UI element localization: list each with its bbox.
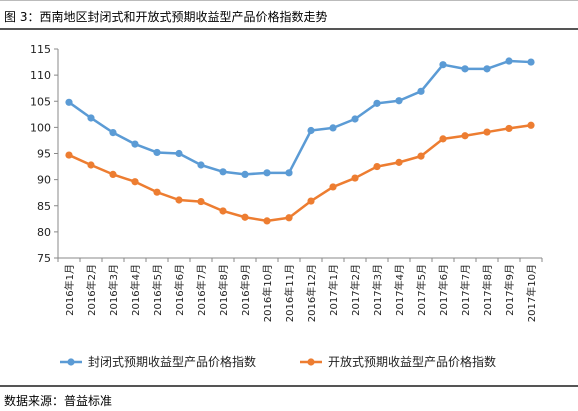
y-tick-label: 75 xyxy=(37,252,51,265)
series-1-point xyxy=(197,161,205,169)
series-1-point xyxy=(65,98,73,106)
series-2-point xyxy=(87,161,95,169)
series-2-point xyxy=(263,217,271,225)
series-2-point xyxy=(527,121,535,129)
series-2-point xyxy=(65,151,73,159)
series-2-point xyxy=(307,197,315,205)
y-tick-label: 115 xyxy=(30,43,51,56)
title-bar: 图 3：西南地区封闭式和开放式预期收益型产品价格指数走势 xyxy=(0,0,578,30)
series-2-point xyxy=(131,178,139,186)
x-tick-label: 2016年4月 xyxy=(129,264,142,316)
series-2-point xyxy=(175,196,183,204)
series-1-point xyxy=(329,124,337,132)
chart-title: 图 3：西南地区封闭式和开放式预期收益型产品价格指数走势 xyxy=(4,10,328,24)
legend-swatch-marker xyxy=(67,358,75,366)
series-2-point xyxy=(461,132,469,140)
x-tick-label: 2016年7月 xyxy=(195,264,208,316)
series-2-point xyxy=(153,188,161,196)
legend-swatch-marker xyxy=(307,358,315,366)
series-1-point xyxy=(263,169,271,177)
x-tick-label: 2017年2月 xyxy=(349,264,362,316)
series-1-point xyxy=(241,170,249,178)
series-2-point xyxy=(395,158,403,166)
y-tick-label: 90 xyxy=(37,174,51,187)
x-tick-label: 2016年2月 xyxy=(85,264,98,316)
series-1-point xyxy=(439,61,447,69)
series-2-point xyxy=(373,162,381,171)
series-1-point xyxy=(219,168,227,176)
series-1-point xyxy=(87,114,95,122)
x-tick-label: 2016年6月 xyxy=(173,264,186,316)
x-tick-label: 2017年7月 xyxy=(459,264,472,316)
series-1-point xyxy=(307,126,315,135)
x-tick-label: 2016年1月 xyxy=(63,264,76,316)
series-2-point xyxy=(329,183,337,191)
series-2-point xyxy=(483,128,491,136)
series-1-point xyxy=(505,57,513,65)
series-2-point xyxy=(219,207,227,215)
series-2-point xyxy=(241,213,249,221)
y-tick-label: 95 xyxy=(37,148,51,161)
y-tick-label: 105 xyxy=(30,95,51,108)
legend-label: 封闭式预期收益型产品价格指数 xyxy=(88,354,256,369)
x-tick-label: 2017年9月 xyxy=(503,264,516,316)
x-tick-label: 2017年4月 xyxy=(393,264,406,316)
x-tick-label: 2016年12月 xyxy=(305,264,318,322)
x-tick-label: 2016年10月 xyxy=(261,264,274,322)
x-tick-label: 2017年6月 xyxy=(437,264,450,316)
series-1-point xyxy=(109,129,117,137)
series-1-point xyxy=(153,148,161,157)
x-tick-label: 2016年9月 xyxy=(239,264,252,316)
x-tick-label: 2017年8月 xyxy=(481,264,494,316)
series-2-point xyxy=(505,124,513,133)
x-tick-label: 2016年11月 xyxy=(283,264,296,322)
legend-label: 开放式预期收益型产品价格指数 xyxy=(328,354,496,369)
source-bar: 数据来源：普益标准 xyxy=(0,385,578,411)
series-line-2 xyxy=(68,124,532,223)
series-1-point xyxy=(373,99,381,107)
x-axis-ticks: 2016年1月 2016年2月 2016年3月 2016年4月 2016年5月 2016年… xyxy=(57,258,543,322)
series-1-point xyxy=(285,169,293,177)
y-tick-label: 80 xyxy=(37,226,51,239)
legend: 封闭式预期收益型产品价格指数 开放式预期收益型产品价格指数 xyxy=(60,354,496,369)
y-tick-label: 110 xyxy=(30,69,51,82)
y-tick-label: 100 xyxy=(30,121,51,134)
series-2-point xyxy=(439,135,447,143)
x-tick-label: 2017年5月 xyxy=(415,264,428,316)
x-tick-label: 2016年8月 xyxy=(217,264,230,316)
x-tick-label: 2017年10月 xyxy=(525,264,538,322)
series-1-point xyxy=(175,149,183,158)
series-1-point xyxy=(351,115,359,123)
series-1-point xyxy=(395,97,403,105)
series-1-point xyxy=(131,140,139,148)
x-tick-label: 2016年5月 xyxy=(151,264,164,316)
x-tick-label: 2017年1月 xyxy=(327,264,340,316)
series-2-point xyxy=(285,214,293,222)
series-2-point xyxy=(109,170,117,178)
source-note: 数据来源：普益标准 xyxy=(4,394,113,408)
x-tick-label: 2017年3月 xyxy=(371,264,384,316)
series-1-point xyxy=(527,58,535,66)
series-2-point xyxy=(351,174,359,182)
y-tick-label: 85 xyxy=(37,200,51,213)
series-1-point xyxy=(461,65,469,73)
x-tick-label: 2016年3月 xyxy=(107,264,120,316)
series-lines xyxy=(65,57,535,225)
y-axis-ticks: 75 80 85 90 95 100 105 110 115 xyxy=(30,43,58,265)
series-1-point xyxy=(417,87,425,95)
series-line-1 xyxy=(68,59,532,176)
series-2-point xyxy=(417,152,425,160)
series-2-point xyxy=(197,197,205,206)
series-1-point xyxy=(483,65,491,73)
